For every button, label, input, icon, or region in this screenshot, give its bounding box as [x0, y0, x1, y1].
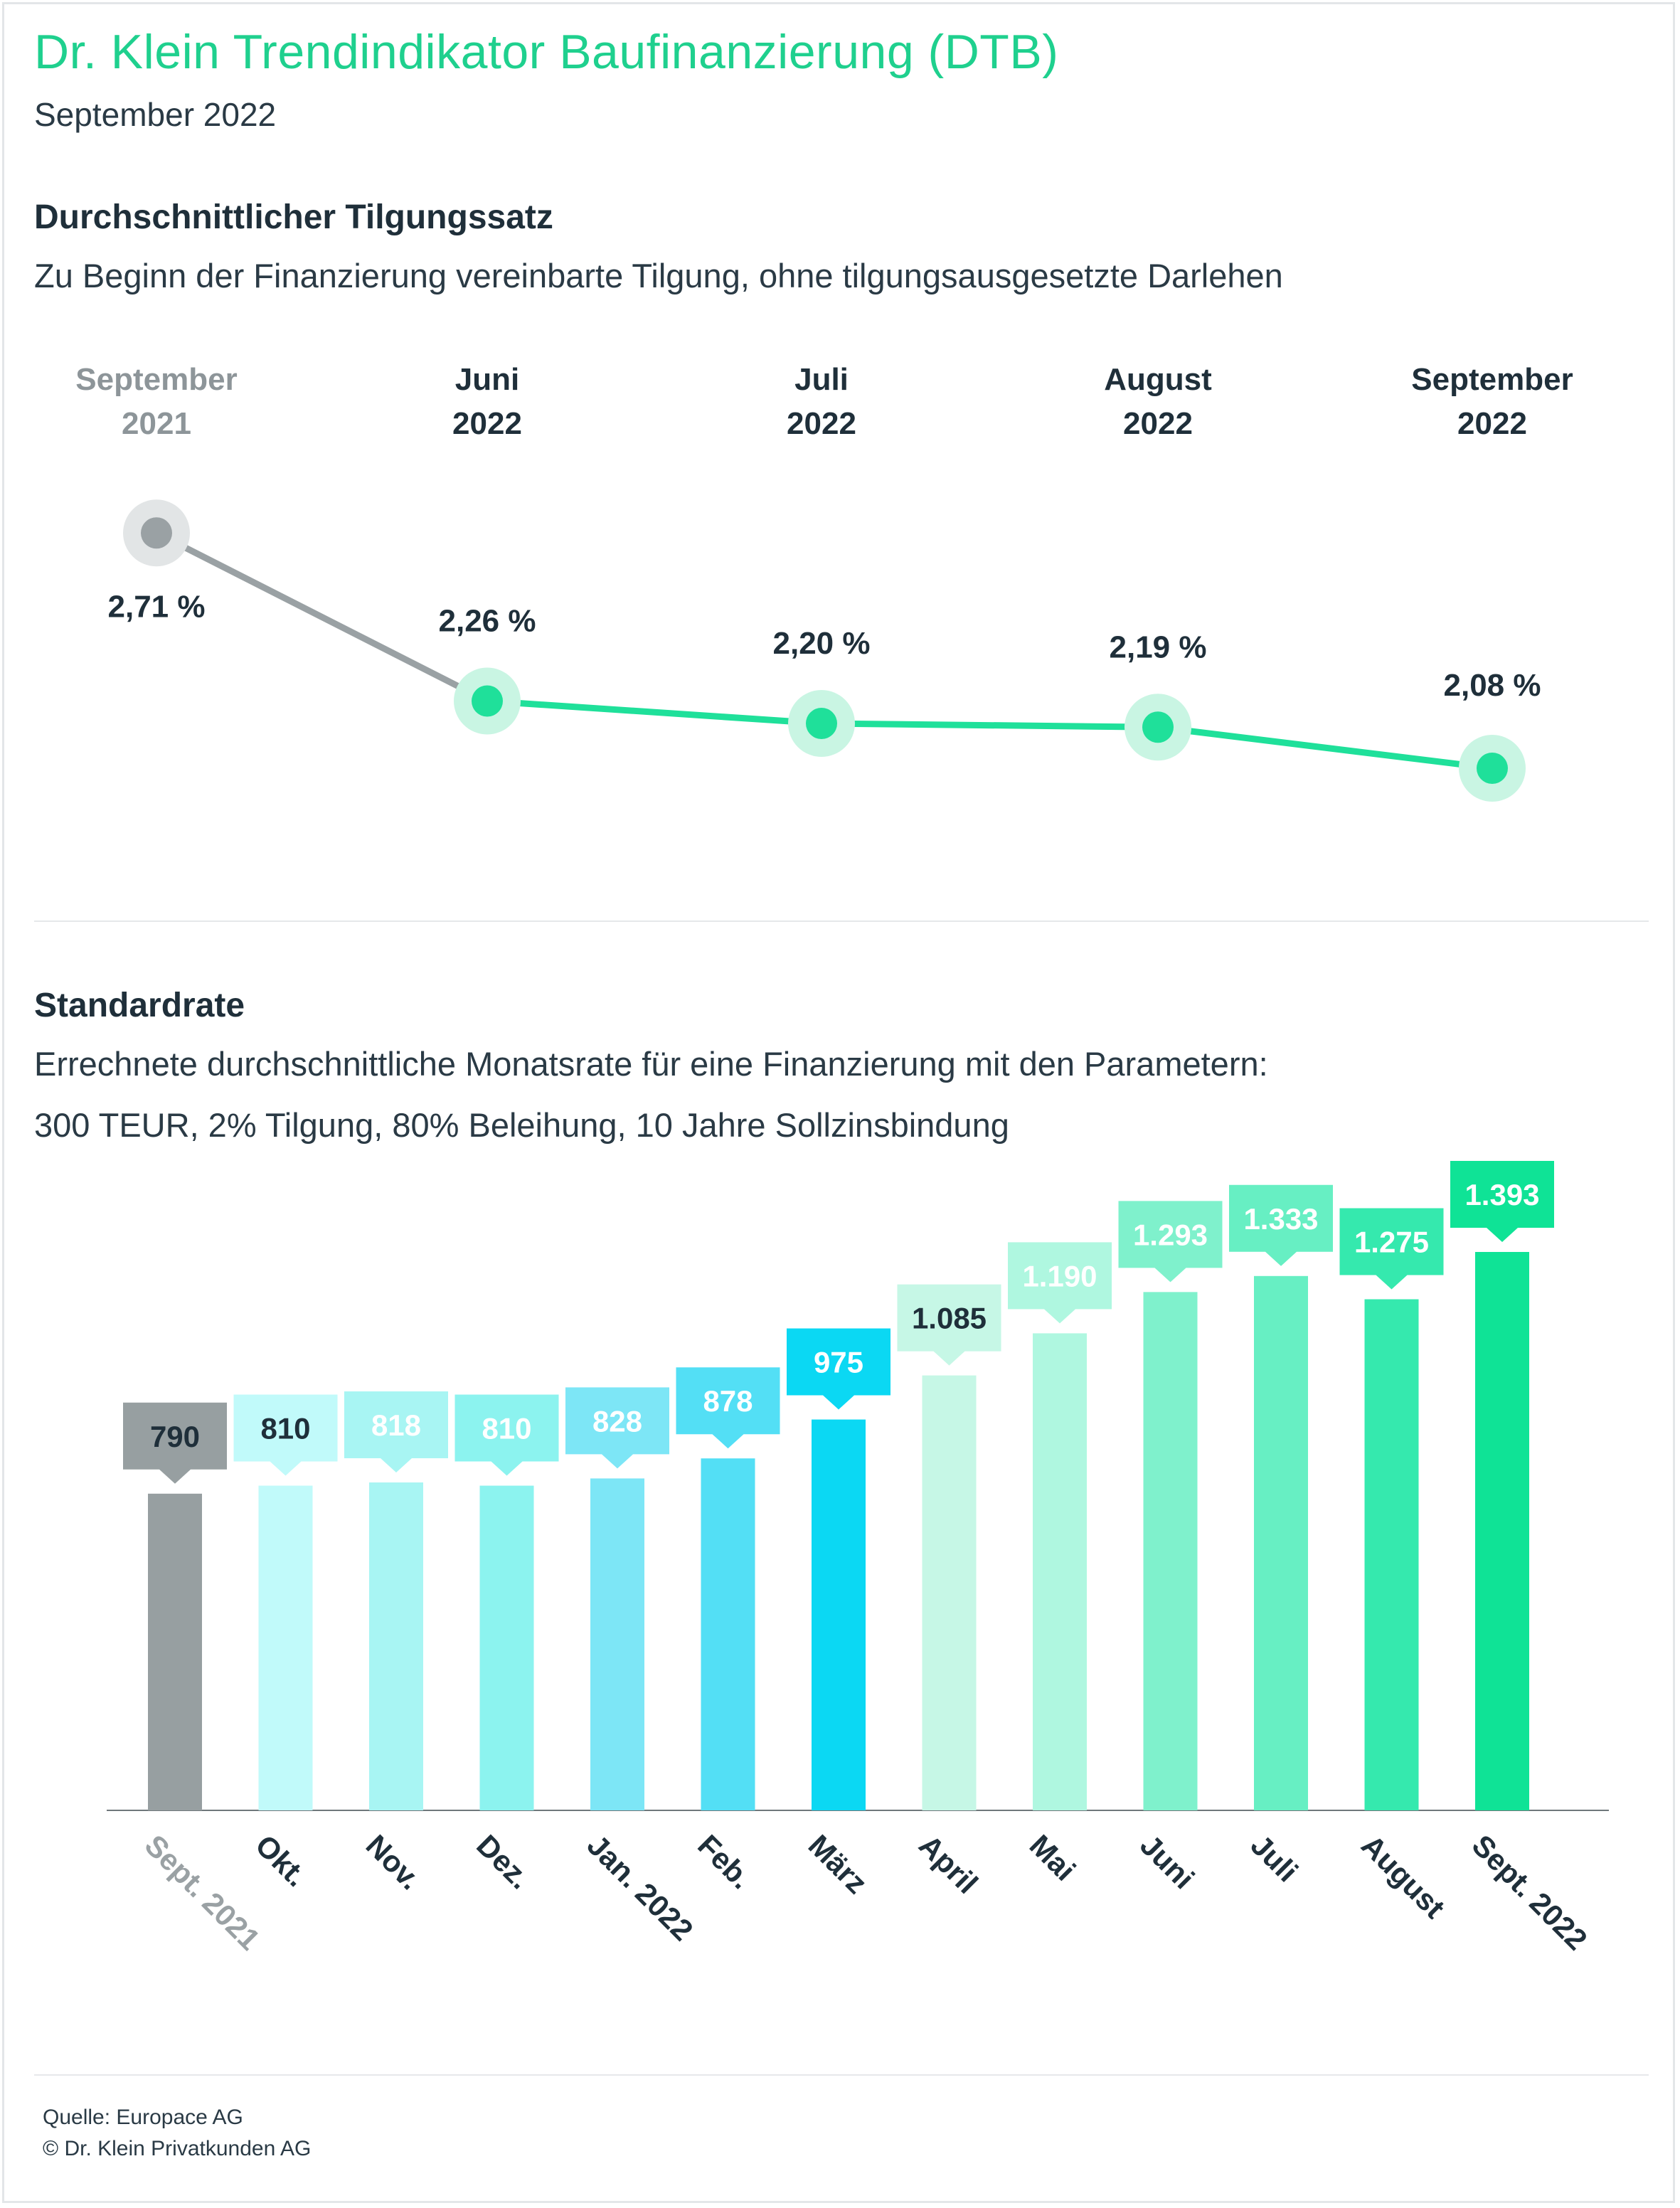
standardrate-bar-chart: 790 Sept. 2021 810 Okt. 818 Nov. 810 Dez. 828 Jan…: [107, 1161, 1609, 1956]
section-divider: [34, 920, 1649, 922]
line-point: [1142, 711, 1174, 743]
bar-value-label: 1.275: [1354, 1225, 1429, 1258]
section-description-standardrate-line1: Errechnete durchschnittliche Monatsrate …: [34, 1045, 1268, 1083]
line-segment: [818, 720, 1161, 731]
bar: [148, 1493, 202, 1810]
bar: [1143, 1292, 1198, 1810]
line-point: [141, 517, 172, 549]
bar-value-label: 818: [371, 1408, 421, 1442]
bar: [812, 1419, 866, 1810]
bar-value-callout: [1118, 1201, 1223, 1283]
line-category-label: 2021: [122, 406, 191, 441]
copyright-note: © Dr. Klein Privatkunden AG: [43, 2137, 312, 2160]
bar-value-callout: [787, 1328, 890, 1410]
line-value-label: 2,20 %: [773, 626, 871, 661]
line-category-label: August: [1104, 362, 1212, 397]
bar-category-label: Dez.: [470, 1828, 537, 1895]
bar-value-label: 828: [592, 1404, 642, 1438]
source-note: Quelle: Europace AG: [43, 2106, 243, 2129]
line-point: [806, 708, 837, 739]
bar-value-callout: [344, 1391, 448, 1473]
line-category-label: 2022: [787, 406, 856, 441]
bar-category-label: August: [1355, 1828, 1452, 1925]
bar-category-label: Sept. 2021: [139, 1828, 267, 1956]
bar-value-label: 810: [260, 1412, 310, 1445]
bar-value-label: 1.393: [1464, 1178, 1539, 1211]
line-segment: [484, 698, 825, 727]
bar-value-callout: [123, 1402, 227, 1484]
section-description-standardrate-line2: 300 TEUR, 2% Tilgung, 80% Beleihung, 10 …: [34, 1106, 1009, 1144]
bar-value-label: 1.190: [1022, 1259, 1097, 1293]
bar: [1364, 1299, 1419, 1810]
line-value-label: 2,71 %: [108, 589, 206, 624]
bar-value-callout: [454, 1394, 559, 1476]
bar: [922, 1375, 977, 1810]
bar: [258, 1485, 313, 1810]
line-value-label: 2,19 %: [1110, 630, 1207, 664]
bar-value-callout: [565, 1387, 669, 1469]
bar: [1475, 1252, 1529, 1810]
bar-value-callout: [233, 1394, 338, 1476]
footer-divider: [34, 2074, 1649, 2076]
bar-value-label: 975: [814, 1346, 863, 1379]
line-category-label: 2022: [452, 406, 522, 441]
bar-value-callout: [1229, 1184, 1333, 1266]
bar-value-label: 790: [150, 1420, 200, 1453]
bar: [479, 1485, 534, 1810]
bar-category-label: Jan. 2022: [581, 1828, 700, 1947]
line-segment: [1154, 723, 1496, 772]
line-category-label: Juli: [794, 362, 849, 397]
bar-category-label: Feb.: [691, 1828, 758, 1895]
page-title: Dr. Klein Trendindikator Baufinanzierung…: [34, 25, 1059, 79]
bar: [1254, 1275, 1308, 1810]
bar-value-label: 1.293: [1133, 1218, 1208, 1251]
bar-category-label: März: [802, 1828, 874, 1900]
bar-category-label: Nov.: [360, 1828, 427, 1896]
line-category-label: 2022: [1123, 406, 1193, 441]
section-title-standardrate: Standardrate: [34, 987, 245, 1024]
bar: [1033, 1333, 1087, 1810]
line-segment: [153, 529, 491, 704]
line-category-label: September: [75, 362, 237, 397]
line-category-label: September: [1411, 362, 1573, 397]
line-category-label: Juni: [455, 362, 519, 397]
bar: [701, 1458, 755, 1810]
bar-value-label: 810: [482, 1412, 531, 1445]
bar-category-label: Juni: [1134, 1828, 1201, 1895]
bar-category-label: Okt.: [249, 1828, 314, 1893]
line-category-label: 2022: [1457, 406, 1527, 441]
bar-value-label: 1.085: [912, 1302, 987, 1335]
bar-value-label: 1.333: [1243, 1202, 1318, 1236]
line-value-label: 2,26 %: [439, 604, 536, 639]
bar-category-label: April: [913, 1828, 984, 1900]
line-point: [472, 685, 503, 717]
bar-category-label: Juli: [1245, 1828, 1304, 1888]
bar: [369, 1482, 423, 1810]
bar-value-label: 878: [703, 1384, 753, 1418]
bar-value-callout: [1008, 1242, 1112, 1324]
section-title-tilgungssatz: Durchschnittlicher Tilgungssatz: [34, 198, 553, 236]
bar-category-label: Sept. 2022: [1466, 1828, 1594, 1956]
line-value-label: 2,08 %: [1444, 668, 1541, 703]
bar-value-callout: [1450, 1161, 1554, 1242]
line-point: [1477, 753, 1508, 784]
bar-value-callout: [1339, 1208, 1444, 1290]
bar-value-callout: [897, 1284, 1001, 1366]
bar: [590, 1478, 644, 1810]
bar-value-callout: [676, 1367, 780, 1449]
page-subtitle: September 2022: [34, 96, 277, 133]
section-description-tilgungssatz: Zu Beginn der Finanzierung vereinbarte T…: [34, 257, 1283, 294]
tilgungssatz-line-chart: September 2021 Juni 2022 Juli 2022 August 2022 S…: [75, 362, 1573, 802]
bar-category-label: Mai: [1024, 1828, 1083, 1887]
